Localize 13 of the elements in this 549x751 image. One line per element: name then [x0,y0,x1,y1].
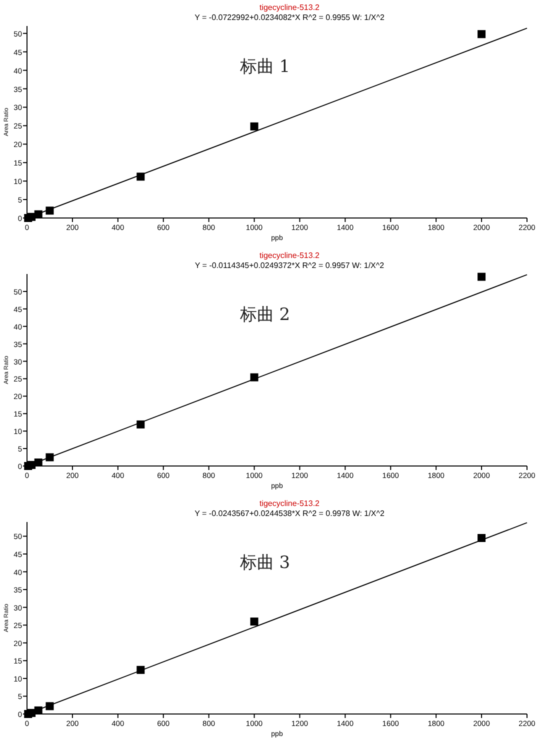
chart-subtitle: Y = -0.0243567+0.0244538*X R^2 = 0.9978 W: 1/X^2 [194,509,385,518]
chart-title: tigecycline-513.2 [259,499,320,508]
annotation: 标曲 3 [238,553,290,573]
point [250,122,258,130]
point [478,30,486,38]
chart-title: tigecycline-513.2 [259,3,320,12]
chart-title: tigecycline-513.2 [259,251,320,260]
annotation: 标曲 2 [238,305,290,325]
chart-subtitle: Y = -0.0722992+0.0234082*X R^2 = 0.9955 W: 1/X^2 [194,13,385,22]
point [250,618,258,626]
point [478,272,486,281]
annotation: 标曲 1 [238,57,290,77]
chart-subtitle: Y = -0.0114345+0.0249372*X R^2 = 0.9957 W: 1/X^2 [194,261,385,270]
